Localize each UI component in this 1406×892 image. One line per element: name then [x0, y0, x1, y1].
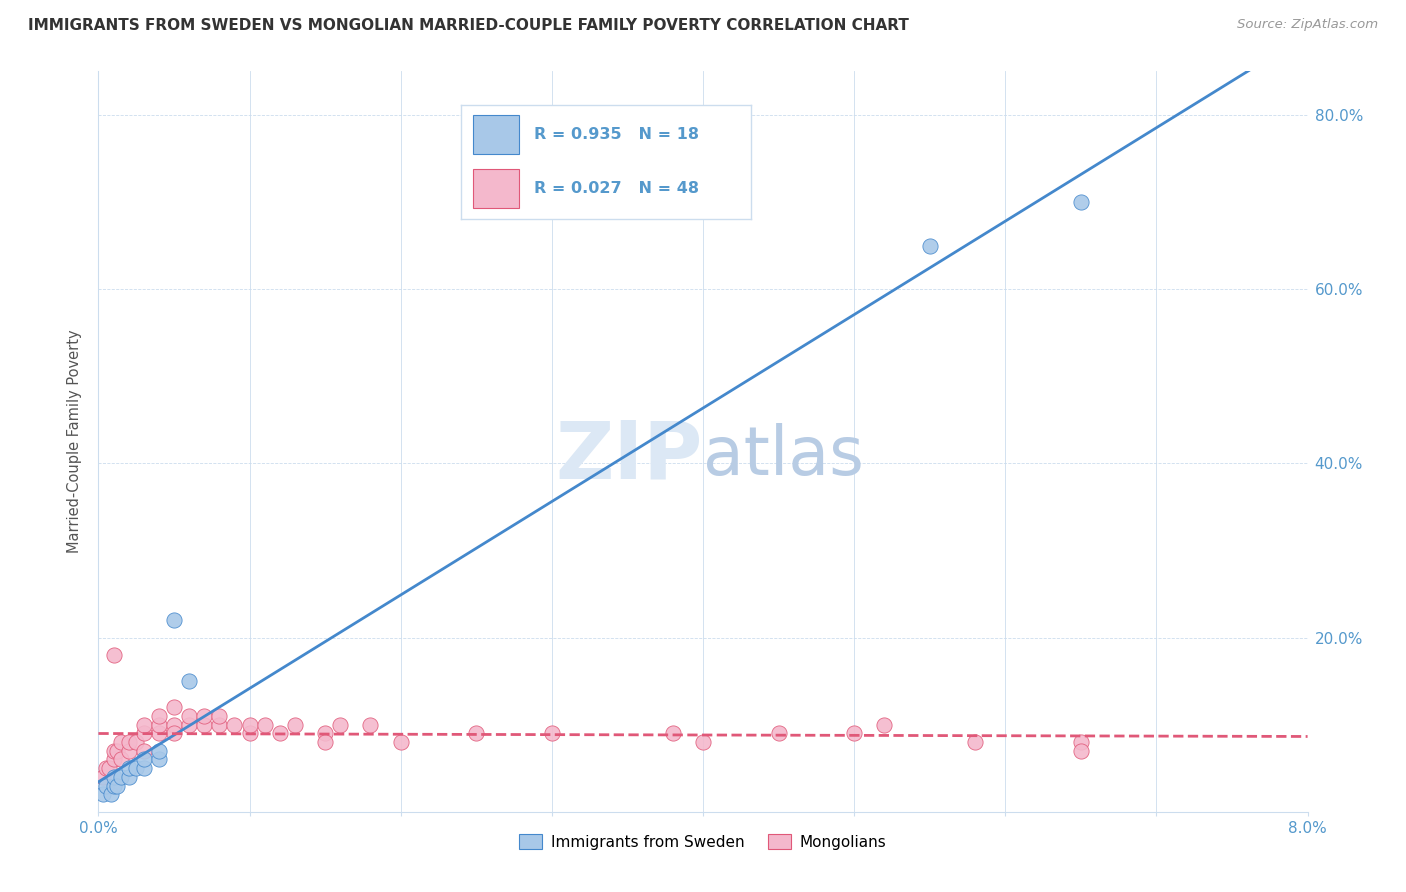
Point: [965, 735, 987, 749]
Point: [132, 761, 155, 775]
Point: [329, 717, 352, 731]
Point: [239, 717, 262, 731]
Point: [163, 726, 186, 740]
Point: [148, 744, 170, 758]
Point: [360, 717, 382, 731]
Point: [132, 744, 155, 758]
Point: [103, 744, 125, 758]
Point: [91, 770, 114, 784]
Point: [94, 779, 117, 793]
Point: [284, 717, 307, 731]
Point: [100, 787, 122, 801]
Y-axis label: Married-Couple Family Poverty: Married-Couple Family Poverty: [67, 330, 83, 553]
Point: [148, 726, 170, 740]
Point: [1070, 744, 1092, 758]
Point: [118, 770, 141, 784]
Point: [389, 735, 412, 749]
Legend: Immigrants from Sweden, Mongolians: Immigrants from Sweden, Mongolians: [513, 828, 893, 856]
Point: [132, 726, 155, 740]
Point: [208, 709, 231, 723]
Point: [179, 717, 201, 731]
Point: [110, 752, 132, 766]
Point: [1070, 194, 1092, 209]
Point: [105, 744, 128, 758]
Point: [110, 770, 132, 784]
Point: [314, 726, 336, 740]
Point: [103, 752, 125, 766]
Point: [918, 238, 941, 252]
Point: [253, 717, 276, 731]
Point: [125, 735, 148, 749]
Point: [540, 726, 562, 740]
Point: [661, 726, 683, 740]
Point: [224, 717, 246, 731]
Point: [118, 744, 141, 758]
Point: [193, 717, 215, 731]
Point: [692, 735, 714, 749]
Text: Source: ZipAtlas.com: Source: ZipAtlas.com: [1237, 18, 1378, 31]
Point: [125, 761, 148, 775]
Point: [132, 752, 155, 766]
Point: [91, 787, 114, 801]
Point: [239, 726, 262, 740]
Point: [208, 717, 231, 731]
Point: [118, 735, 141, 749]
Point: [314, 735, 336, 749]
Point: [844, 726, 866, 740]
Point: [94, 761, 117, 775]
Point: [110, 735, 132, 749]
Point: [98, 761, 121, 775]
Point: [103, 770, 125, 784]
Point: [148, 717, 170, 731]
Text: atlas: atlas: [703, 424, 863, 490]
Point: [163, 613, 186, 627]
Point: [103, 648, 125, 662]
Point: [873, 717, 896, 731]
Point: [193, 709, 215, 723]
Point: [148, 752, 170, 766]
Point: [163, 700, 186, 714]
Point: [118, 761, 141, 775]
Point: [465, 726, 488, 740]
Point: [132, 717, 155, 731]
Point: [148, 709, 170, 723]
Point: [768, 726, 790, 740]
Point: [103, 779, 125, 793]
Text: ZIP: ZIP: [555, 417, 703, 495]
Text: IMMIGRANTS FROM SWEDEN VS MONGOLIAN MARRIED-COUPLE FAMILY POVERTY CORRELATION CH: IMMIGRANTS FROM SWEDEN VS MONGOLIAN MARR…: [28, 18, 910, 33]
Point: [269, 726, 291, 740]
Point: [105, 779, 128, 793]
Point: [163, 717, 186, 731]
Point: [179, 709, 201, 723]
Point: [179, 674, 201, 689]
Point: [1070, 735, 1092, 749]
